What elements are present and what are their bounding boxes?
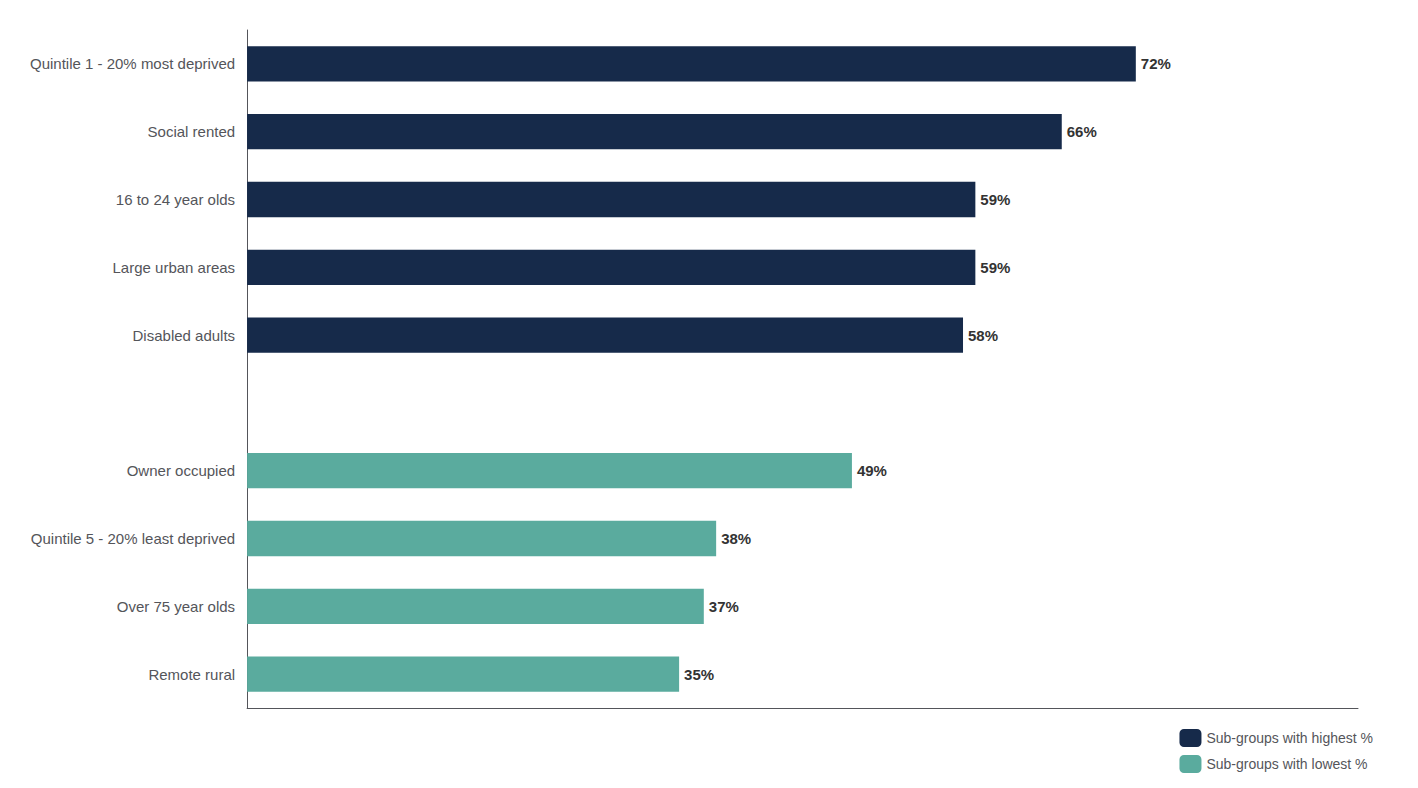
svg-text:66%: 66% bbox=[1067, 123, 1097, 140]
svg-text:Sub-groups with highest %: Sub-groups with highest % bbox=[1206, 730, 1373, 746]
svg-text:Sub-groups with lowest %: Sub-groups with lowest % bbox=[1206, 756, 1367, 772]
svg-text:16 to 24 year olds: 16 to 24 year olds bbox=[116, 191, 235, 208]
svg-text:72%: 72% bbox=[1141, 55, 1171, 72]
svg-text:35%: 35% bbox=[684, 666, 714, 683]
svg-text:59%: 59% bbox=[980, 259, 1010, 276]
svg-text:Over 75 year olds: Over 75 year olds bbox=[117, 598, 235, 615]
svg-text:38%: 38% bbox=[721, 530, 751, 547]
svg-text:37%: 37% bbox=[709, 598, 739, 615]
svg-text:59%: 59% bbox=[980, 191, 1010, 208]
svg-text:49%: 49% bbox=[857, 462, 887, 479]
svg-text:Large urban areas: Large urban areas bbox=[113, 259, 236, 276]
svg-text:Remote rural: Remote rural bbox=[148, 666, 235, 683]
svg-text:Quintile 1 - 20% most deprived: Quintile 1 - 20% most deprived bbox=[30, 55, 235, 72]
svg-text:Quintile 5 - 20% least deprive: Quintile 5 - 20% least deprived bbox=[31, 530, 235, 547]
svg-text:Social rented: Social rented bbox=[148, 123, 236, 140]
svg-text:Disabled adults: Disabled adults bbox=[133, 327, 236, 344]
svg-text:58%: 58% bbox=[968, 327, 998, 344]
svg-text:Owner occupied: Owner occupied bbox=[127, 462, 235, 479]
